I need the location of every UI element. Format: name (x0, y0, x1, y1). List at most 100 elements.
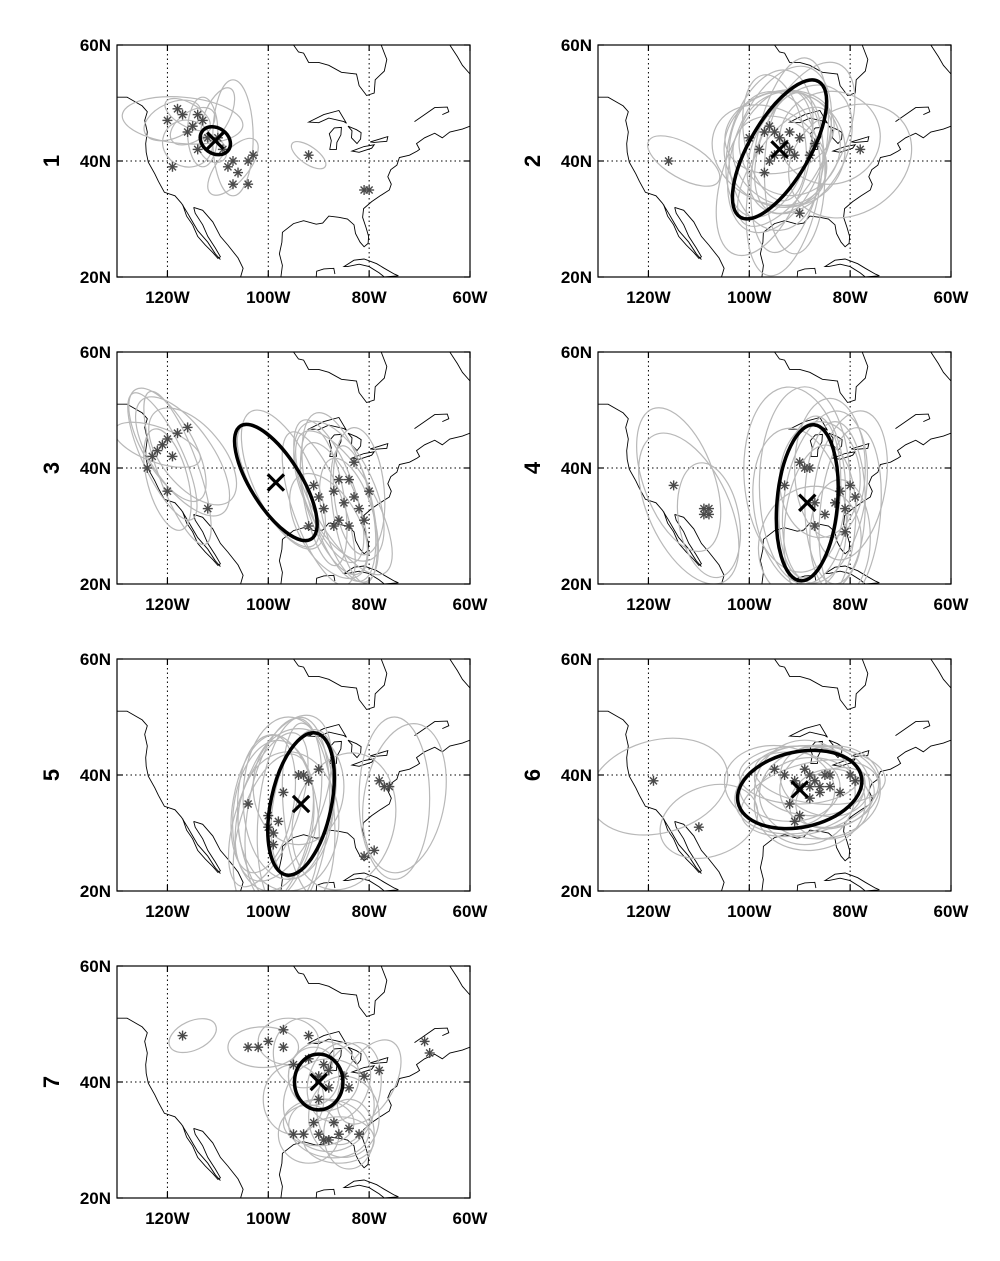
lon-tick-label: 100W (727, 595, 772, 614)
tick-marks (598, 658, 952, 892)
lon-tick-label: 120W (145, 902, 190, 921)
member-asterisk (789, 816, 800, 827)
member-ellipse (316, 1041, 382, 1146)
member-asterisk (663, 156, 674, 166)
member-asterisk (162, 434, 173, 444)
member-asterisk (814, 781, 825, 792)
panel-number-label: 3 (39, 462, 64, 474)
member-ellipses (121, 79, 327, 197)
member-ellipse (143, 99, 202, 142)
member-asterisk (318, 1135, 329, 1145)
member-asterisk (769, 127, 780, 137)
lon-tick-label: 60W (453, 1209, 489, 1228)
member-asterisk (318, 503, 329, 514)
member-ellipse (647, 135, 721, 187)
mean-ellipse (292, 1052, 345, 1112)
tick-marks (117, 658, 471, 892)
member-ellipse (676, 462, 741, 579)
member-asterisk (784, 127, 795, 137)
mean-cross-marker (309, 1072, 328, 1092)
member-asterisk (779, 480, 790, 491)
map-content (117, 966, 470, 1198)
member-ellipse (282, 1058, 375, 1153)
lon-tick-label: 60W (453, 902, 489, 921)
lat-tick-label: 40N (561, 152, 592, 171)
member-asterisk (243, 179, 254, 190)
lon-tick-label: 80W (352, 1209, 388, 1228)
mean-ellipse (774, 423, 840, 583)
member-asterisk (354, 1129, 365, 1140)
member-asterisk (152, 445, 163, 456)
member-ellipse (117, 421, 202, 468)
member-asterisk (313, 1094, 324, 1105)
map-content (117, 352, 470, 584)
member-ellipses (117, 387, 393, 584)
map-panel-7: 120W 100W 80W 60W 60N 40N 20N 7 (39, 957, 488, 1228)
lon-tick-label: 120W (145, 1209, 190, 1228)
tick-marks (598, 44, 952, 278)
lat-tick-label: 60N (561, 650, 592, 669)
lat-tick-label: 20N (561, 268, 592, 287)
member-asterisk (333, 515, 344, 526)
member-ellipse (281, 431, 356, 584)
member-asterisk (698, 509, 709, 520)
member-asterisk (268, 828, 279, 838)
member-ellipse (290, 141, 327, 170)
map-panel-6: 120W 100W 80W 60W 60N 40N 20N 6 (520, 650, 969, 921)
tick-marks (117, 351, 471, 585)
member-ellipse (358, 716, 431, 880)
member-asterisk (197, 115, 208, 126)
lon-tick-label: 80W (833, 288, 869, 307)
member-ellipse (230, 734, 296, 874)
mean-ellipse (735, 748, 864, 831)
member-asterisk (419, 1036, 430, 1047)
lat-tick-label: 60N (561, 343, 592, 362)
lon-tick-label: 60W (453, 595, 489, 614)
lat-tick-label: 60N (561, 36, 592, 55)
member-asterisk (167, 161, 178, 172)
member-asterisk (835, 787, 846, 798)
member-ellipse (638, 432, 740, 584)
member-ellipse (143, 428, 192, 531)
lat-tick-label: 20N (80, 1189, 111, 1208)
lat-tick-label: 40N (80, 459, 111, 478)
member-asterisk (298, 1129, 309, 1140)
map-content (117, 659, 470, 891)
member-asterisk (359, 851, 370, 862)
member-asterisk (799, 764, 810, 775)
lat-tick-label: 20N (561, 882, 592, 901)
member-asterisk (248, 150, 259, 161)
lon-tick-label: 100W (246, 902, 291, 921)
panel-number-label: 1 (39, 155, 64, 167)
member-asterisk (177, 1030, 188, 1041)
member-asterisk (177, 109, 188, 120)
member-ellipse (121, 96, 244, 145)
member-asterisk (354, 503, 365, 514)
member-ellipse (636, 407, 722, 553)
member-asterisk (278, 1024, 289, 1035)
member-asterisk (804, 463, 815, 473)
member-asterisk (349, 457, 360, 468)
member-asterisk (243, 1042, 254, 1053)
member-asterisk (804, 781, 815, 792)
member-ellipse (746, 84, 853, 215)
member-ellipse (724, 89, 835, 175)
member-ellipses (598, 737, 886, 859)
member-ellipse (598, 737, 729, 836)
map-content (598, 352, 951, 584)
member-ellipse (778, 415, 842, 579)
member-asterisk (814, 787, 825, 798)
tick-marks (117, 965, 471, 1199)
member-asterisk (343, 1082, 354, 1093)
lat-tick-label: 20N (80, 268, 111, 287)
member-asterisk (693, 822, 704, 833)
lon-tick-label: 80W (352, 595, 388, 614)
map-content (598, 659, 951, 891)
member-ellipse (301, 412, 377, 582)
lat-tick-label: 60N (80, 36, 111, 55)
member-ellipses (636, 386, 888, 584)
lon-tick-label: 120W (626, 595, 671, 614)
member-asterisk (359, 1071, 370, 1082)
member-ellipse (293, 419, 365, 564)
